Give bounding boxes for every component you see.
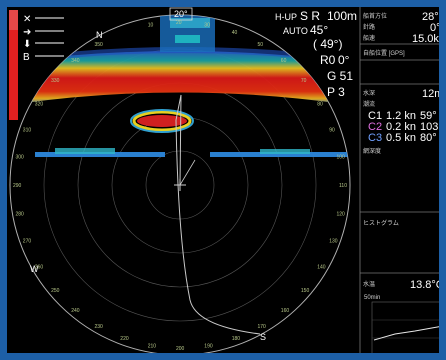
current-3-name: C3 (368, 132, 382, 144)
bearing-tick-label: 110 (339, 183, 347, 189)
gain-value: G 51 (327, 69, 353, 83)
compass-s: S (260, 332, 266, 342)
depth-value: 12m (422, 88, 443, 100)
bearing-tick-label: 160 (281, 308, 290, 314)
bearing-scale: 10 20 30 40 50 60 70 80 90 100 110 120 130 140 150 160 1… (13, 20, 347, 352)
bearing-tick-label: 40 (232, 30, 238, 36)
mode-label: H-UP (275, 12, 297, 22)
sr-label: S R (300, 9, 320, 23)
current-label: 潮流 (363, 100, 375, 108)
bearing-tick-label: 340 (71, 58, 80, 64)
current-2-speed: 0.2 kn (386, 121, 416, 133)
bearing-indicator: 20° (169, 7, 193, 21)
bearing-tick-label: 190 (204, 344, 213, 350)
sonar-settings: H-UP S R 100m AUTO 45° ( 49°) R0 0° G 51… (275, 9, 357, 99)
bearing-tick-label: 170 (258, 324, 267, 330)
histogram-label: ヒストグラム (363, 219, 399, 227)
course-label: 針路 (363, 23, 375, 31)
speed-label: 船速 (363, 34, 375, 42)
bearing-tick-label: 20 (176, 20, 182, 26)
echo-returns (10, 15, 350, 335)
bearing-tick-label: 210 (148, 344, 157, 350)
current-1-name: C1 (368, 110, 382, 122)
bearing-tick-label: 180 (232, 336, 241, 342)
ro-value: 0° (338, 53, 350, 67)
position-label: 自船位置 [GPS] (363, 49, 405, 57)
bearing-tick-label: 250 (51, 288, 60, 294)
bearing-tick-label: 350 (95, 42, 104, 48)
depth-label: 水深 (363, 89, 375, 97)
course-value: 0° (430, 22, 441, 34)
own-ship-marker (174, 179, 186, 191)
arrow-icon: ➜ (23, 27, 31, 38)
bearing-tick-label: 260 (35, 265, 44, 271)
net-depth-label: 網深度 (363, 147, 381, 155)
bearing-tick-label: 320 (35, 102, 44, 108)
bearing-tick-label: 230 (95, 324, 104, 330)
auto-label: AUTO (283, 26, 308, 36)
bearing-tick-label: 240 (71, 308, 80, 314)
left-indicators: ✕ ➜ ⬇ B (23, 14, 64, 63)
fish-icon: ✕ (23, 14, 31, 25)
bearing-tick-label: 150 (301, 288, 310, 294)
bearing-tick-label: 330 (51, 78, 60, 84)
bearing-tick-label: 100 (337, 155, 346, 161)
bearing-tick-label: 60 (281, 58, 287, 64)
temp-graph-line (373, 325, 444, 341)
bearing-tick-label: 280 (16, 211, 25, 217)
indicator-label-b: B (23, 52, 30, 63)
bearing-tick-label: 70 (301, 78, 307, 84)
bearing-tick-label: 50 (258, 42, 264, 48)
bearing-tick-label: 300 (16, 155, 25, 161)
bearing-value: 20° (174, 9, 188, 19)
ro-label: R0 (320, 53, 336, 67)
tilt-value: 45° (310, 23, 328, 37)
current-3-dir: 80° (420, 132, 437, 144)
bearing-tick-label: 10 (148, 23, 154, 29)
tilt-paren-value: ( 49°) (313, 37, 342, 51)
bearing-tick-label: 30 (204, 23, 210, 29)
range-value: 100m (327, 9, 357, 23)
temp-value: 13.8°C (410, 279, 444, 291)
bearing-tick-label: 140 (317, 265, 326, 271)
current-3-speed: 0.5 kn (386, 132, 416, 144)
down-arrow-icon: ⬇ (23, 39, 31, 50)
bearing-tick-label: 90 (329, 127, 335, 133)
temp-label: 水温 (363, 280, 375, 288)
heading-value: 28° (422, 11, 439, 23)
compass-w: W (30, 264, 39, 274)
bearing-tick-label: 200 (176, 346, 185, 352)
info-panel: 船首方位 28° 針路 0° 船速 15.0kn 自船位置 [GPS] 水深 1… (359, 6, 446, 360)
compass-n: N (96, 30, 103, 40)
bearing-tick-label: 290 (13, 183, 22, 189)
current-1-dir: 59° (420, 110, 437, 122)
graph-range-label: 50min (364, 295, 380, 301)
color-bar (9, 10, 18, 120)
heading-label: 船首方位 (363, 12, 387, 20)
bearing-tick-label: 270 (23, 239, 32, 245)
bearing-tick-label: 310 (23, 127, 32, 133)
current-2-name: C2 (368, 121, 382, 133)
bearing-tick-label: 130 (329, 239, 338, 245)
current-1-speed: 1.2 kn (386, 110, 416, 122)
bearing-tick-label: 120 (337, 211, 346, 217)
bearing-tick-label: 80 (317, 102, 323, 108)
p-value: P 3 (327, 85, 345, 99)
bearing-tick-label: 220 (120, 336, 129, 342)
current-2-dir: 103° (420, 121, 443, 133)
speed-value: 15.0kn (412, 33, 445, 45)
